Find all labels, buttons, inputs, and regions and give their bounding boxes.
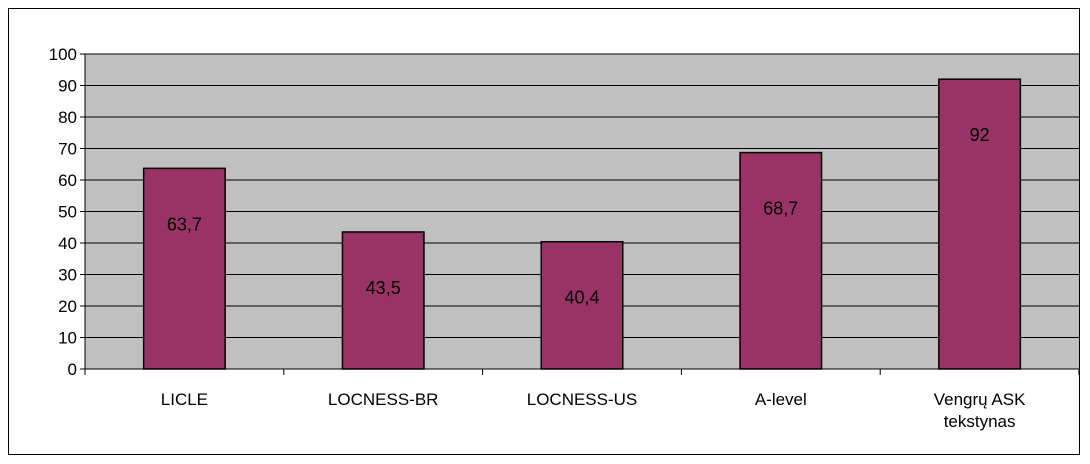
x-tick-label: tekstynas (944, 412, 1016, 431)
y-tick-label: 10 (58, 329, 77, 348)
bar-licle (142, 167, 226, 370)
bar-a-level (739, 151, 823, 370)
bar-vengr-ask-tekstynas (938, 78, 1022, 370)
y-tick-label: 60 (58, 171, 77, 190)
y-tick-label: 80 (58, 108, 77, 127)
data-label: 63,7 (167, 214, 202, 234)
x-tick-label: LOCNESS-BR (328, 390, 439, 409)
y-tick-label: 90 (58, 77, 77, 96)
x-tick-label: A-level (755, 390, 807, 409)
bar-chart: 0 10 20 30 40 50 60 70 80 90 100 LICLE LOCNESS-BR LO… (49, 45, 1080, 431)
data-labels: 63,7 43,5 40,4 68,7 92 (167, 125, 990, 308)
x-tick-label: LOCNESS-US (527, 390, 638, 409)
x-tick-label: LICLE (161, 390, 208, 409)
data-label: 92 (970, 125, 990, 145)
bars (142, 78, 1022, 370)
y-tick-label: 0 (68, 360, 77, 379)
x-axis: LICLE LOCNESS-BR LOCNESS-US A-level Vengrų A… (84, 368, 1080, 431)
y-tick-label: 20 (58, 297, 77, 316)
y-axis: 0 10 20 30 40 50 60 70 80 90 100 (49, 45, 86, 379)
y-tick-label: 40 (58, 234, 77, 253)
y-tick-label: 70 (58, 140, 77, 159)
y-tick-label: 30 (58, 266, 77, 285)
data-label: 68,7 (763, 199, 798, 219)
data-label: 40,4 (564, 288, 599, 308)
data-label: 43,5 (366, 278, 401, 298)
y-tick-label: 50 (58, 203, 77, 222)
y-tick-label: 100 (49, 45, 77, 64)
bar-locness-us (540, 240, 624, 370)
chart-frame: 0 10 20 30 40 50 60 70 80 90 100 LICLE LOCNESS-BR LO… (8, 8, 1080, 455)
x-tick-label: Vengrų ASK (934, 390, 1026, 409)
bar-locness-br (341, 231, 425, 370)
